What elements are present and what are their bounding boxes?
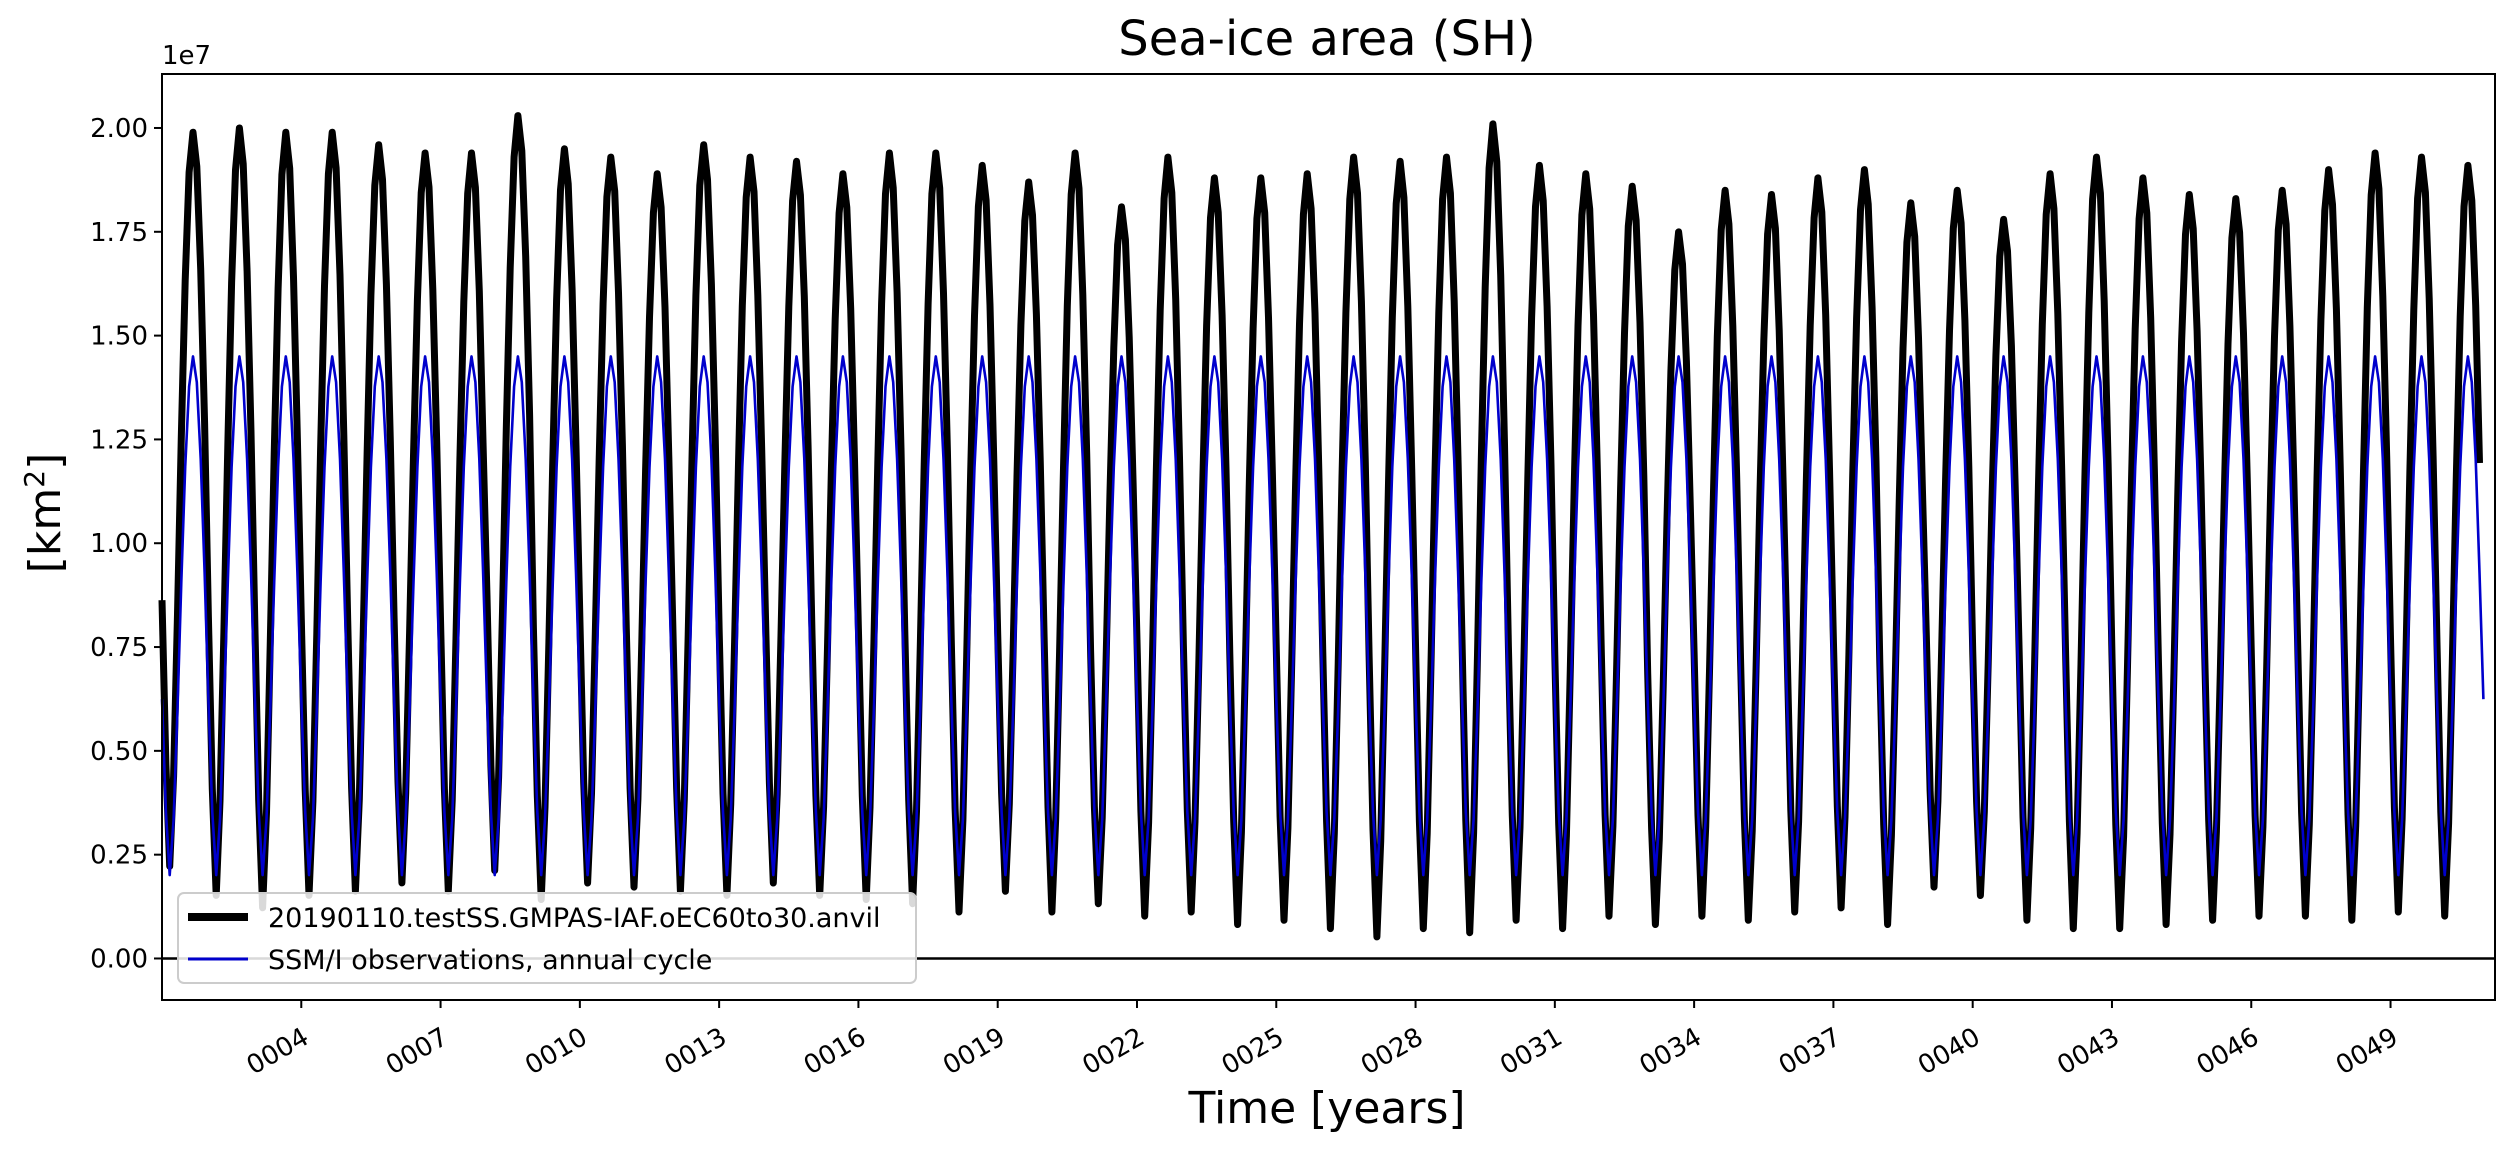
legend-label-model: 20190110.testSS.GMPAS-IAF.oEC60to30.anvi… [268, 903, 881, 934]
legend-label-observations: SSM/I observations, annual cycle [268, 945, 712, 976]
x-tick-label: 0004 [242, 1022, 314, 1081]
x-tick-label: 0025 [1217, 1022, 1289, 1081]
y-axis-label: [km2] [18, 453, 71, 574]
x-axis-label: Time [years] [1187, 1083, 1465, 1134]
x-tick-label: 0034 [1635, 1022, 1707, 1081]
x-tick-label: 0040 [1913, 1022, 1985, 1081]
y-tick-label: 1.50 [90, 322, 148, 352]
plot-frame [161, 73, 2496, 1001]
series-line-observations [160, 355, 2485, 877]
x-tick-label: 0016 [799, 1022, 871, 1081]
legend-box [177, 892, 917, 984]
y-tick-label: 0.50 [90, 737, 148, 767]
y-tick-label: 0.00 [90, 944, 148, 974]
y-tick-label: 1.75 [90, 218, 148, 248]
y-axis-label-end: ] [20, 453, 71, 470]
x-tick-label: 0031 [1495, 1022, 1567, 1081]
y-tick-label: 1.25 [90, 425, 148, 455]
x-tick-label: 0010 [520, 1022, 592, 1081]
y-axis-label-superscript: 2 [18, 470, 51, 488]
y-tick-label: 2.00 [90, 114, 148, 144]
x-tick-label: 0007 [381, 1022, 453, 1081]
x-tick-label: 0022 [1077, 1022, 1149, 1081]
x-tick-label: 0037 [1774, 1022, 1846, 1081]
series-line-model [158, 112, 2483, 941]
chart-title: Sea-ice area (SH) [1118, 11, 1536, 67]
x-tick-label: 0013 [660, 1022, 732, 1081]
y-axis-offset-text: 1e7 [162, 41, 211, 71]
legend: 20190110.testSS.GMPAS-IAF.oEC60to30.anvi… [177, 892, 917, 984]
series-layer [158, 112, 2485, 941]
x-tick-label: 0043 [2052, 1022, 2124, 1081]
x-tick-label: 0046 [2192, 1022, 2264, 1081]
y-tick-label: 0.25 [90, 841, 148, 871]
x-tick-label: 0019 [938, 1022, 1010, 1081]
x-tick-label: 0028 [1356, 1022, 1428, 1081]
y-axis-label-base: [km [20, 488, 71, 574]
x-tick-label: 0049 [2331, 1022, 2403, 1081]
y-tick-label: 1.00 [90, 529, 148, 559]
y-tick-label: 0.75 [90, 633, 148, 663]
